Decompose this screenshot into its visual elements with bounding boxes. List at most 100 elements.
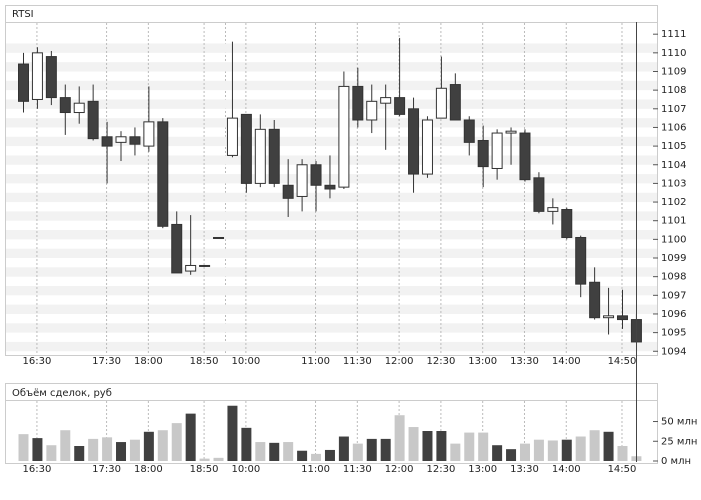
volume-bar <box>241 427 252 461</box>
x-tick-label: 14:50 <box>608 356 637 367</box>
x-tick-label: 11:00 <box>301 464 330 475</box>
volume-bar <box>116 442 127 461</box>
y-tick-label: 25 млн <box>661 436 697 447</box>
candle-body <box>324 184 336 190</box>
x-tick-label: 13:30 <box>510 464 539 475</box>
candle-body <box>18 63 29 102</box>
grid-stripe <box>6 211 657 221</box>
candle-body <box>143 121 155 147</box>
grid-stripe <box>6 341 657 352</box>
grid-stripe <box>6 155 657 165</box>
volume-bar <box>255 442 266 461</box>
candle-body <box>115 136 127 143</box>
grid-stripe <box>6 118 657 128</box>
y-tick-label: 1098 <box>661 272 686 283</box>
candle-body <box>421 119 433 175</box>
price-frame <box>5 5 658 356</box>
x-tick-label: 11:30 <box>343 464 372 475</box>
volume-bar <box>589 430 600 461</box>
plot-layer: 1094 1095 1096 1097 1098 1099 1100 1101 1102 1103… <box>6 23 697 475</box>
volume-bar <box>227 405 238 461</box>
x-tick-label: 14:50 <box>608 464 637 475</box>
y-tick-label: 1102 <box>661 197 686 208</box>
grid-stripe <box>6 285 657 296</box>
candle-body <box>185 264 197 272</box>
y-tick-label: 1104 <box>661 160 686 171</box>
y-tick-label: 1100 <box>661 234 686 245</box>
volume-title: Объём сделок, руб <box>12 388 112 399</box>
candle-body <box>87 100 99 140</box>
grid-stripe <box>6 62 657 72</box>
volume-bar <box>352 443 363 461</box>
grid-stripe <box>6 80 657 91</box>
price-title: RTSI <box>12 9 34 20</box>
x-tick-label: 11:00 <box>301 356 330 367</box>
volume-bar <box>408 427 419 461</box>
candle-body <box>394 97 406 115</box>
grid-stripe <box>6 99 657 109</box>
x-tick-label: 16:30 <box>23 464 52 475</box>
y-tick-label: 1099 <box>661 253 686 264</box>
x-tick-label: 12:00 <box>385 464 414 475</box>
x-tick-label: 16:30 <box>23 356 52 367</box>
grid-stripe <box>6 304 657 314</box>
volume-bar <box>74 446 85 461</box>
volume-bar <box>478 432 489 461</box>
candle-body <box>352 85 364 121</box>
candle-body <box>575 236 587 285</box>
x-tick-label: 17:30 <box>92 464 121 475</box>
candle-body <box>157 121 169 227</box>
volume-bar <box>561 439 572 461</box>
grid-stripe <box>6 267 657 277</box>
x-tick-label: 10:00 <box>231 356 260 367</box>
candle-body <box>45 56 57 99</box>
x-tick-label: 13:00 <box>468 464 497 475</box>
candle-body <box>310 164 322 186</box>
candle-body <box>240 113 252 184</box>
candle-body <box>296 164 308 197</box>
x-tick-label: 13:00 <box>468 356 497 367</box>
candle-body <box>491 132 503 169</box>
candle-body <box>519 132 531 181</box>
volume-bar <box>32 438 43 461</box>
volume-frame <box>5 383 658 464</box>
candle-body <box>561 209 573 238</box>
candle-body <box>366 100 378 121</box>
volume-bar <box>617 446 628 461</box>
y-tick-label: 0 млн <box>661 456 691 467</box>
volume-bar <box>213 457 224 461</box>
y-tick-label: 1095 <box>661 328 686 339</box>
volume-bar <box>547 440 558 461</box>
candle-body <box>505 130 517 134</box>
candle-body <box>31 52 43 100</box>
volume-bar <box>575 436 586 461</box>
volume-bar <box>171 423 182 461</box>
candle-body <box>616 315 628 321</box>
y-tick-label: 1094 <box>661 346 686 357</box>
x-tick-label: 11:30 <box>343 356 372 367</box>
volume-bar <box>506 449 517 461</box>
grid-stripe <box>6 323 657 333</box>
y-tick-label: 1096 <box>661 309 686 320</box>
y-tick-label: 1108 <box>661 85 686 96</box>
volume-bar <box>603 431 614 461</box>
volume-bar <box>311 453 322 461</box>
volume-bar <box>380 438 391 461</box>
x-tick-label: 17:30 <box>92 356 121 367</box>
x-tick-label: 18:00 <box>134 464 163 475</box>
volume-bar <box>102 437 113 461</box>
candle-body <box>254 128 266 184</box>
candle-body <box>477 140 489 168</box>
volume-bar <box>46 445 57 461</box>
volume-bar <box>185 413 196 461</box>
x-tick-label: 18:50 <box>190 464 219 475</box>
candle-body <box>463 119 475 143</box>
candle-body <box>213 236 225 239</box>
grid-stripe <box>6 248 657 259</box>
grid-stripe <box>6 230 657 240</box>
y-tick-label: 1106 <box>661 122 686 133</box>
x-tick-label: 14:00 <box>552 356 581 367</box>
y-tick-label: 1110 <box>661 48 686 59</box>
